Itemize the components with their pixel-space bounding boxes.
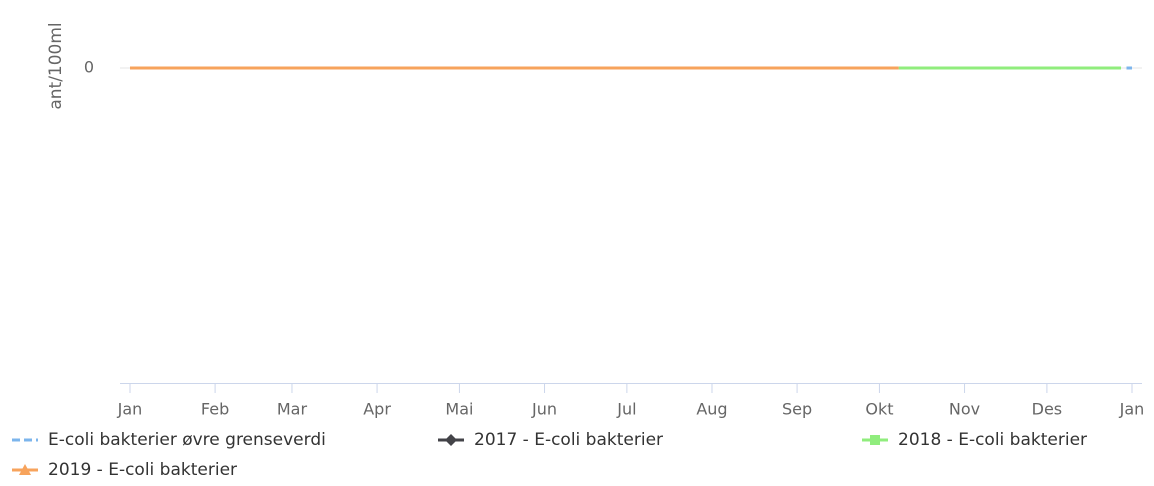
x-tick-label: Jan: [1119, 400, 1145, 419]
x-tick-label: Sep: [782, 400, 812, 419]
legend-marker: [445, 434, 457, 446]
x-tick-label: Nov: [949, 400, 980, 419]
x-tick-label: Jan: [117, 400, 143, 419]
legend-label: 2017 - E-coli bakterier: [474, 430, 663, 450]
x-tick-label: Okt: [865, 400, 893, 419]
x-tick-label: Feb: [201, 400, 229, 419]
x-tick-label: Jun: [531, 400, 557, 419]
legend-label: 2018 - E-coli bakterier: [898, 430, 1087, 450]
x-tick-label: Aug: [696, 400, 727, 419]
x-tick-label: Jul: [616, 400, 636, 419]
legend-marker: [19, 464, 31, 475]
legend-label: 2019 - E-coli bakterier: [48, 460, 237, 480]
x-tick-label: Des: [1032, 400, 1063, 419]
x-tick-label: Apr: [363, 400, 391, 419]
legend-label: E-coli bakterier øvre grenseverdi: [48, 430, 326, 450]
x-tick-label: Mar: [277, 400, 308, 419]
y-axis-label: ant/100ml: [46, 22, 66, 109]
x-tick-label: Mai: [445, 400, 473, 419]
y-tick-label: 0: [84, 58, 94, 77]
legend-marker: [870, 435, 880, 445]
